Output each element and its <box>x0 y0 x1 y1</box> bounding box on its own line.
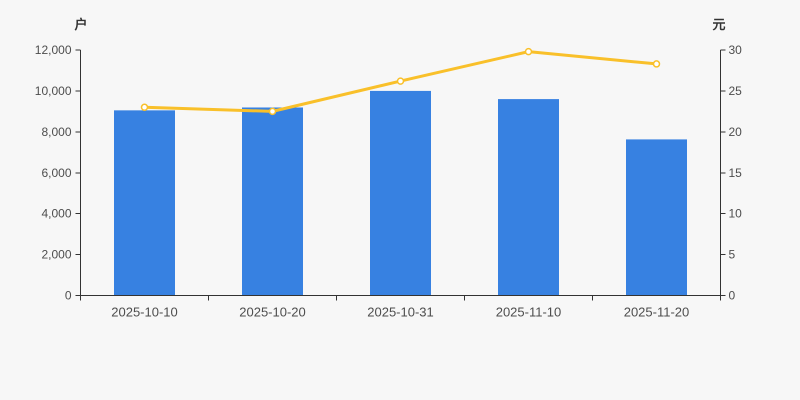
x-axis-label: 2025-10-20 <box>239 305 306 320</box>
right-axis-tick-label: 5 <box>729 248 736 262</box>
bar <box>626 139 687 296</box>
right-axis-tick-label: 25 <box>729 84 743 98</box>
left-axis-tick-label: 10,000 <box>35 84 72 98</box>
right-axis-tick-label: 15 <box>729 166 743 180</box>
x-axis-label: 2025-11-10 <box>496 305 562 320</box>
bar <box>370 90 431 296</box>
line-marker <box>268 107 277 116</box>
bar <box>242 107 303 296</box>
left-axis-tick-label: 0 <box>65 289 72 303</box>
right-axis-tick-label: 10 <box>729 207 743 221</box>
right-axis-tick-label: 0 <box>729 289 736 303</box>
right-axis-tick-label: 20 <box>729 125 743 139</box>
left-axis-tick-label: 2,000 <box>41 248 71 262</box>
line-marker <box>140 103 149 112</box>
line-marker <box>652 60 661 68</box>
x-axis-label: 2025-10-31 <box>367 305 434 320</box>
left-axis-unit-label: 户 <box>74 17 88 32</box>
right-axis-tick-label: 30 <box>729 43 743 57</box>
bar <box>498 99 559 296</box>
left-axis-tick-label: 8,000 <box>41 125 71 139</box>
x-axis-label: 2025-11-20 <box>624 305 690 320</box>
line-marker <box>396 77 405 85</box>
left-axis-tick-label: 4,000 <box>41 207 71 221</box>
x-axis-label: 2025-10-10 <box>111 305 178 320</box>
left-axis-tick-label: 6,000 <box>41 166 71 180</box>
bar <box>114 110 175 296</box>
left-axis-tick-label: 12,000 <box>35 43 72 57</box>
line-marker <box>524 47 533 56</box>
right-axis-unit-label: 元 <box>712 17 726 32</box>
